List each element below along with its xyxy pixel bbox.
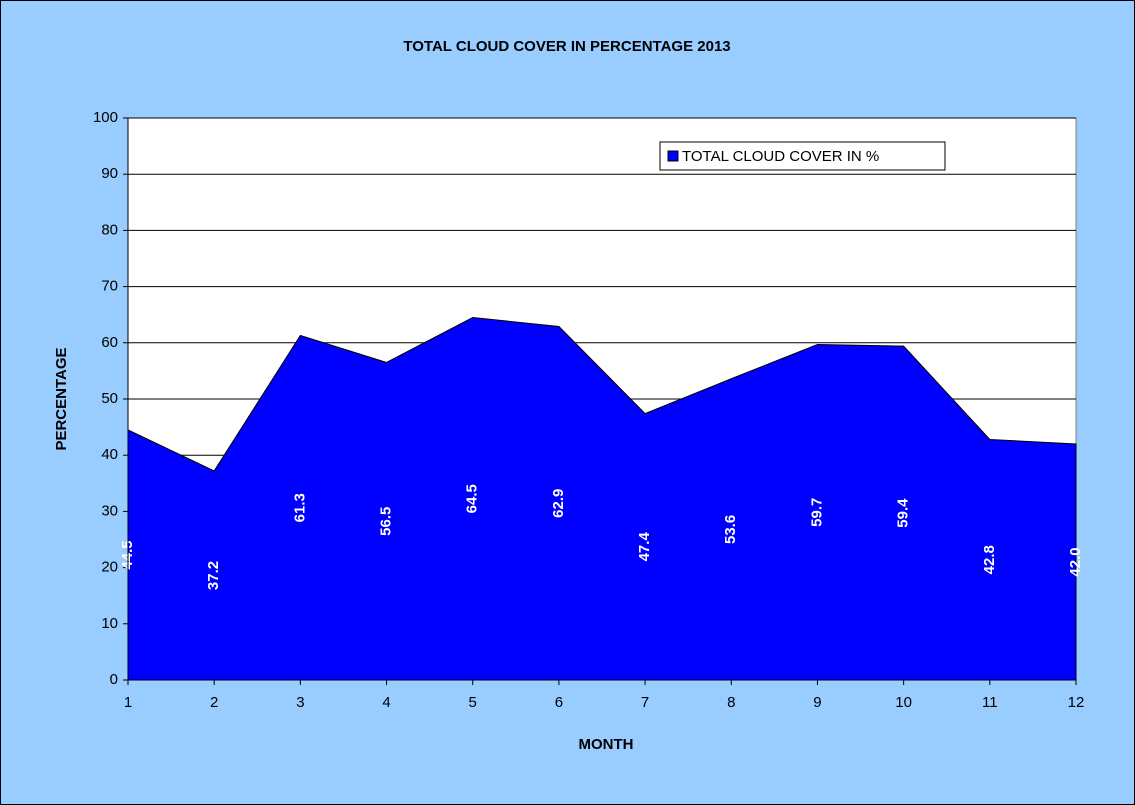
- data-label: 59.7: [808, 498, 825, 527]
- y-tick-label: 20: [101, 559, 118, 576]
- y-tick-label: 90: [101, 165, 118, 182]
- y-tick-label: 80: [101, 221, 118, 238]
- data-label: 37.2: [205, 561, 222, 590]
- y-tick-label: 60: [101, 334, 118, 351]
- y-tick-label: 50: [101, 390, 118, 407]
- data-label: 64.5: [464, 484, 481, 513]
- data-label: 62.9: [550, 489, 567, 518]
- data-label: 42.8: [981, 545, 998, 574]
- y-tick-label: 70: [101, 278, 118, 295]
- x-tick-label: 11: [982, 694, 998, 711]
- area: [127, 316, 1077, 681]
- x-tick-label: 1: [124, 694, 132, 711]
- legend-box: [659, 141, 946, 171]
- x-tick-label: 9: [813, 694, 821, 711]
- x-tick-label: 4: [382, 694, 390, 711]
- x-tick-label: 5: [469, 694, 477, 711]
- y-tick-label: 0: [110, 671, 118, 688]
- y-tick-label: 100: [93, 109, 118, 126]
- x-tick-label: 10: [895, 694, 912, 711]
- data-label: 47.4: [636, 532, 653, 562]
- data-label: 61.3: [291, 493, 308, 522]
- x-tick-label: 6: [555, 694, 563, 711]
- data-label: 59.4: [895, 498, 912, 528]
- y-tick-label: 40: [101, 446, 118, 463]
- x-tick-label: 8: [727, 694, 735, 711]
- x-axis-label: MONTH: [579, 736, 634, 753]
- y-tick-label: 30: [101, 502, 118, 519]
- y-axis-label: PERCENTAGE: [53, 347, 70, 450]
- data-label: 42.0: [1067, 547, 1084, 576]
- legend-swatch: [667, 150, 679, 162]
- y-tick-label: 10: [101, 615, 118, 632]
- data-label: 56.5: [378, 507, 395, 536]
- legend-label: TOTAL CLOUD COVER IN %: [682, 148, 879, 165]
- data-label: 44.5: [119, 540, 136, 569]
- x-tick-label: 3: [296, 694, 304, 711]
- x-tick-label: 2: [210, 694, 218, 711]
- chart-title: TOTAL CLOUD COVER IN PERCENTAGE 2013: [403, 38, 730, 55]
- x-tick-label: 7: [641, 694, 649, 711]
- x-tick-label: 12: [1068, 694, 1085, 711]
- data-label: 53.6: [722, 515, 739, 544]
